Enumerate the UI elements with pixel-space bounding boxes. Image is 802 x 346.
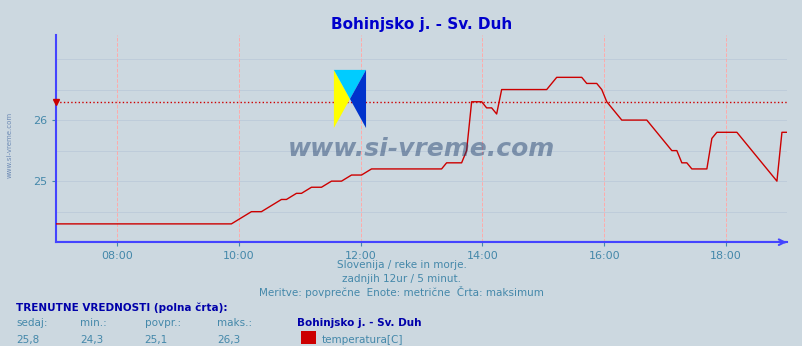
Text: Slovenija / reke in morje.: Slovenija / reke in morje. [336, 260, 466, 270]
Polygon shape [334, 70, 350, 128]
Text: www.si-vreme.com: www.si-vreme.com [6, 112, 13, 179]
Text: povpr.:: povpr.: [144, 318, 180, 328]
Text: maks.:: maks.: [217, 318, 252, 328]
Polygon shape [350, 70, 366, 128]
Text: 25,1: 25,1 [144, 335, 168, 345]
Text: zadnjih 12ur / 5 minut.: zadnjih 12ur / 5 minut. [342, 274, 460, 284]
Text: TRENUTNE VREDNOSTI (polna črta):: TRENUTNE VREDNOSTI (polna črta): [16, 303, 227, 313]
Text: www.si-vreme.com: www.si-vreme.com [288, 137, 554, 161]
Text: 24,3: 24,3 [80, 335, 103, 345]
Text: 26,3: 26,3 [217, 335, 240, 345]
Title: Bohinjsko j. - Sv. Duh: Bohinjsko j. - Sv. Duh [330, 17, 512, 32]
Text: min.:: min.: [80, 318, 107, 328]
Polygon shape [334, 70, 366, 99]
Text: temperatura[C]: temperatura[C] [321, 335, 402, 345]
Text: Bohinjsko j. - Sv. Duh: Bohinjsko j. - Sv. Duh [297, 318, 421, 328]
Text: Meritve: povprečne  Enote: metrične  Črta: maksimum: Meritve: povprečne Enote: metrične Črta:… [259, 286, 543, 298]
Text: 25,8: 25,8 [16, 335, 39, 345]
Text: sedaj:: sedaj: [16, 318, 47, 328]
